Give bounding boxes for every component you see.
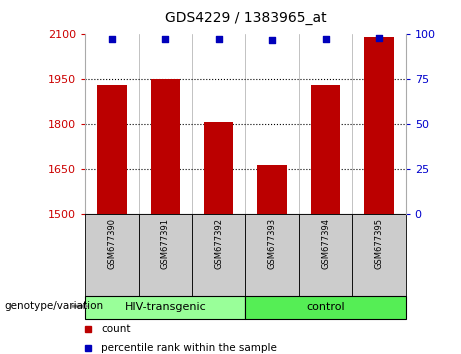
- Point: [162, 36, 169, 41]
- Text: GSM677391: GSM677391: [161, 218, 170, 269]
- Text: GSM677390: GSM677390: [107, 218, 117, 269]
- Point: [268, 37, 276, 43]
- Bar: [352, 214, 406, 296]
- Point: [322, 36, 329, 41]
- Bar: [299, 214, 352, 296]
- Bar: [85, 296, 246, 319]
- Bar: [192, 214, 245, 296]
- Text: GDS4229 / 1383965_at: GDS4229 / 1383965_at: [165, 11, 326, 25]
- Text: GSM677395: GSM677395: [374, 218, 384, 269]
- Bar: [97, 85, 127, 214]
- Bar: [85, 214, 139, 296]
- Text: GSM677393: GSM677393: [268, 218, 277, 269]
- Text: GSM677394: GSM677394: [321, 218, 330, 269]
- Bar: [258, 165, 287, 214]
- Bar: [311, 85, 340, 214]
- Bar: [151, 79, 180, 214]
- Point: [375, 35, 383, 40]
- Text: percentile rank within the sample: percentile rank within the sample: [101, 343, 278, 353]
- Point: [108, 36, 116, 42]
- Text: control: control: [306, 302, 345, 312]
- Bar: [245, 296, 406, 319]
- Text: count: count: [101, 324, 131, 333]
- Bar: [245, 214, 299, 296]
- Text: GSM677392: GSM677392: [214, 218, 223, 269]
- Bar: [364, 36, 394, 214]
- Bar: [139, 214, 192, 296]
- Text: HIV-transgenic: HIV-transgenic: [124, 302, 206, 312]
- Bar: [204, 122, 233, 214]
- Text: genotype/variation: genotype/variation: [5, 301, 104, 311]
- Point: [215, 36, 223, 42]
